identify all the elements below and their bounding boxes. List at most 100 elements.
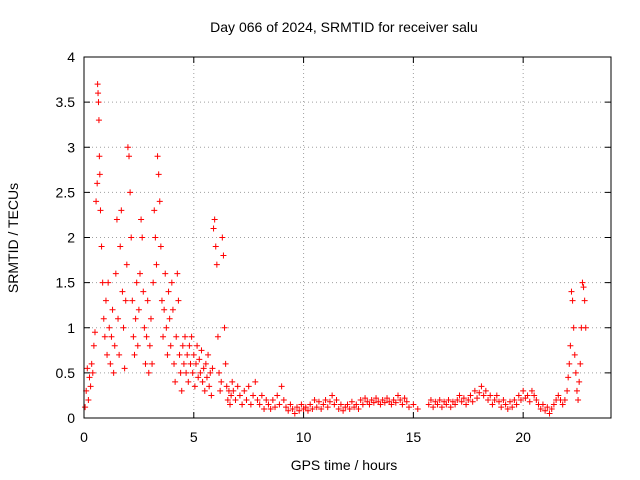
data-point [309,405,316,412]
data-point [97,207,104,214]
data-point [296,407,303,414]
data-point [109,306,116,313]
data-point [460,395,467,402]
data-point [287,401,294,408]
data-point [214,333,221,340]
data-point [335,405,342,412]
data-point [456,392,463,399]
data-point [355,405,362,412]
data-point [136,270,143,277]
data-point [102,297,109,304]
data-point [348,398,355,405]
data-point [184,351,191,358]
data-point [207,369,214,376]
data-point [209,365,216,372]
data-point [311,396,318,403]
data-point [146,342,153,349]
data-point [447,404,454,411]
data-point [230,387,237,394]
data-point [324,404,331,411]
data-point [105,279,112,286]
data-point [129,297,136,304]
data-point [285,407,292,414]
data-point [155,171,162,178]
data-point [307,401,314,408]
data-point [134,342,141,349]
data-point [357,396,364,403]
data-point [122,297,129,304]
y-axis-label: SRMTID / TECUs [5,183,21,293]
data-point [410,401,417,408]
data-point [573,387,580,394]
data-point [149,360,156,367]
x-tick-label: 15 [406,429,422,445]
data-point [211,216,218,223]
data-point [126,153,133,160]
data-point [142,360,149,367]
data-point [138,216,145,223]
data-point [570,324,577,331]
data-point [293,404,300,411]
data-point [224,396,231,403]
data-point [245,383,252,390]
data-point [256,401,263,408]
data-point [220,252,227,259]
data-point [172,378,179,385]
y-tick-label: 3.5 [56,94,76,110]
data-point [298,401,305,408]
data-point [156,198,163,205]
data-point [86,374,93,381]
data-point [82,404,89,411]
data-point [318,405,325,412]
data-point [274,392,281,399]
data-point [95,99,102,106]
data-point [217,387,224,394]
data-point [465,396,472,403]
data-point [243,396,250,403]
data-point [392,399,399,406]
data-point [154,153,161,160]
data-point [241,387,248,394]
data-point [258,392,265,399]
data-point [567,342,574,349]
data-point [337,401,344,408]
data-point [234,383,241,390]
data-point [199,378,206,385]
data-point [280,396,287,403]
data-point [572,369,579,376]
data-point [179,342,186,349]
data-point [443,401,450,408]
data-point [384,395,391,402]
data-point [189,369,196,376]
data-point [399,401,406,408]
data-point [152,234,159,241]
data-point [580,284,587,291]
data-point [452,401,459,408]
data-point [469,398,476,405]
data-point [133,279,140,286]
data-point [118,207,125,214]
data-point [577,360,584,367]
data-point [98,243,105,250]
data-point [582,324,589,331]
grid-lines [84,57,611,418]
data-point [104,351,111,358]
data-point [414,405,421,412]
y-tick-label: 2.5 [56,184,76,200]
data-point [493,392,500,399]
data-point [542,407,549,414]
data-point [346,405,353,412]
data-point [569,297,576,304]
data-point [564,387,571,394]
data-point [425,401,432,408]
data-point [509,404,516,411]
data-point [427,396,434,403]
data-point [579,279,586,286]
data-point [353,401,360,408]
data-point [229,378,236,385]
data-point [213,261,220,268]
data-point [96,153,103,160]
data-point [150,279,157,286]
data-point [101,333,108,340]
